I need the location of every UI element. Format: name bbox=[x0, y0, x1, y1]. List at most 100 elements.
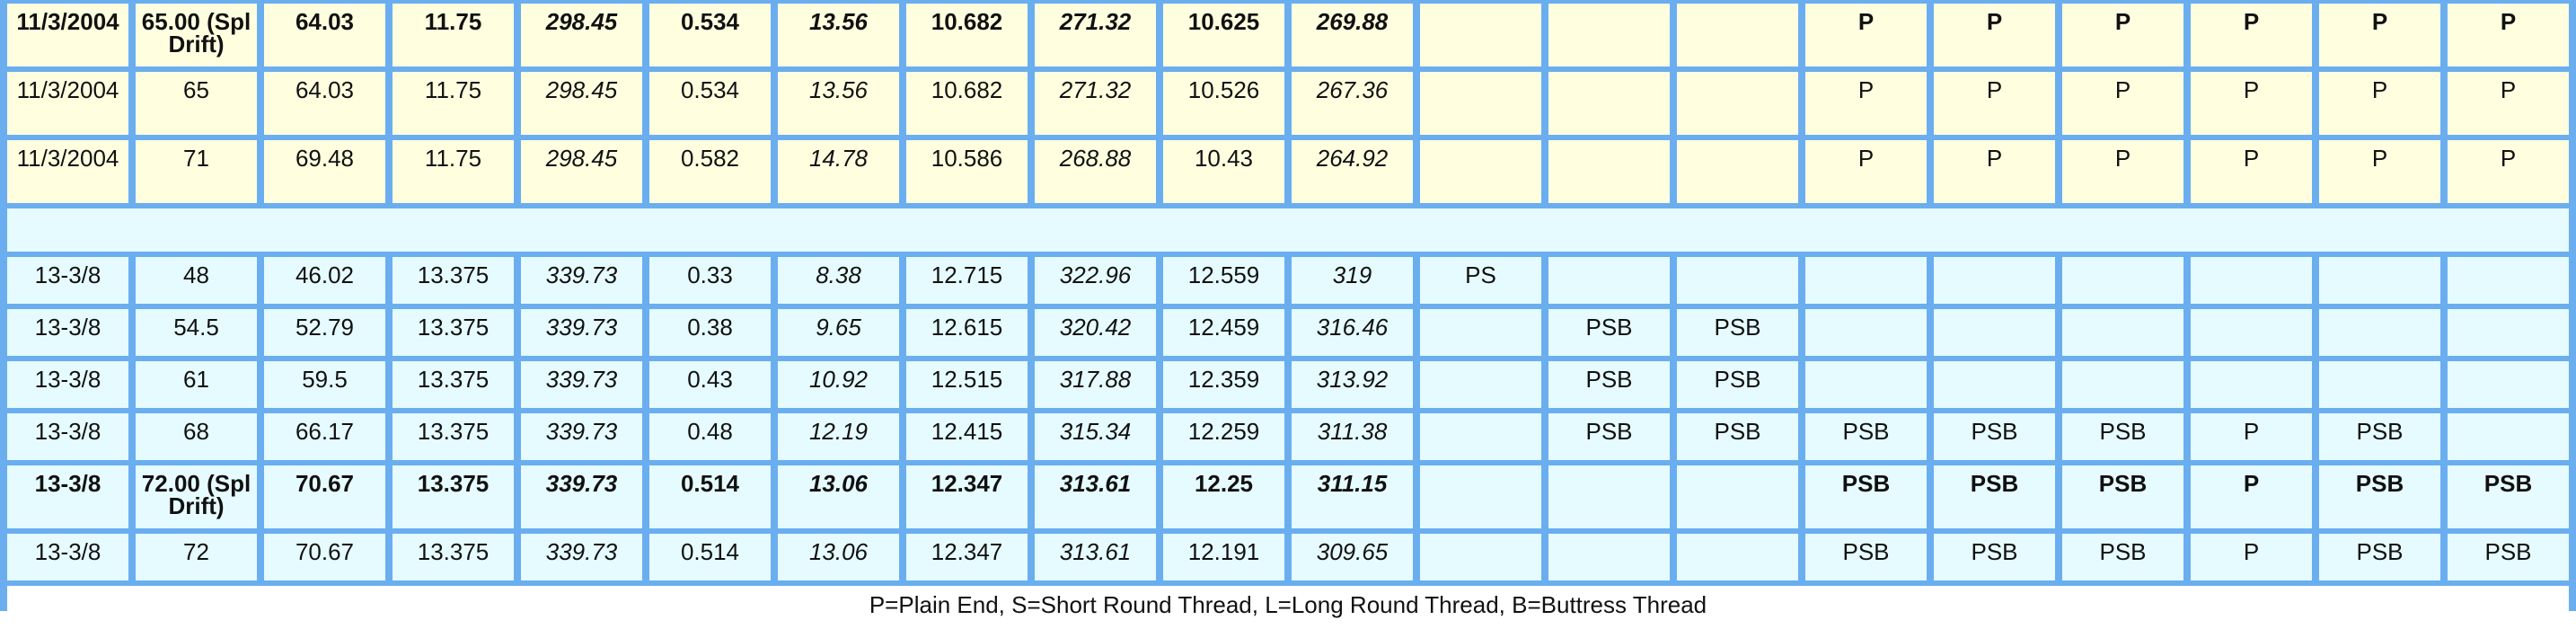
table-cell bbox=[2191, 257, 2312, 304]
spacer-row bbox=[7, 208, 2569, 252]
thread-legend-footnote: P=Plain End, S=Short Round Thread, L=Lon… bbox=[7, 586, 2569, 624]
table-cell: 13.375 bbox=[393, 361, 514, 408]
table-cell bbox=[1934, 257, 2055, 304]
table-cell: P bbox=[1934, 140, 2055, 203]
table-cell bbox=[2191, 361, 2312, 408]
table-cell bbox=[2062, 309, 2183, 356]
table-row: 11/3/2004 71 69.48 11.75 298.45 0.582 14.78 10.… bbox=[7, 140, 2569, 203]
table-cell: PSB bbox=[2319, 465, 2440, 528]
table-cell: 64.03 bbox=[264, 4, 385, 66]
table-cell: 319 bbox=[1292, 257, 1413, 304]
table-cell: P bbox=[2062, 140, 2183, 203]
table-cell: 9.65 bbox=[778, 309, 899, 356]
table-cell: 48 bbox=[136, 257, 257, 304]
table-cell: 12.347 bbox=[906, 465, 1028, 528]
table-cell: 316.46 bbox=[1292, 309, 1413, 356]
table-cell bbox=[2319, 309, 2440, 356]
table-cell: P bbox=[2448, 72, 2569, 135]
table-cell: PSB bbox=[1805, 534, 1927, 580]
table-cell: P bbox=[2191, 72, 2312, 135]
table-cell: PSB bbox=[2448, 534, 2569, 580]
table-cell bbox=[1677, 257, 1798, 304]
table-cell: 13-3/8 bbox=[7, 361, 128, 408]
table-cell: 313.61 bbox=[1035, 465, 1156, 528]
table-cell: 317.88 bbox=[1035, 361, 1156, 408]
table-cell: P bbox=[1934, 4, 2055, 66]
table-cell: 315.34 bbox=[1035, 413, 1156, 460]
table-row: 13-3/8 68 66.17 13.375 339.73 0.48 12.19 12.415… bbox=[7, 413, 2569, 460]
table-cell: P bbox=[2319, 72, 2440, 135]
table-cell bbox=[2448, 309, 2569, 356]
table-cell: 0.33 bbox=[649, 257, 771, 304]
table-cell bbox=[1805, 257, 1927, 304]
table-cell: 11/3/2004 bbox=[7, 140, 128, 203]
table-cell bbox=[1677, 465, 1798, 528]
table-cell: PSB bbox=[2062, 534, 2183, 580]
table-cell bbox=[2191, 309, 2312, 356]
table-cell bbox=[1677, 72, 1798, 135]
table-cell: 12.347 bbox=[906, 534, 1028, 580]
table-cell: 339.73 bbox=[521, 465, 642, 528]
table-cell: 11/3/2004 bbox=[7, 4, 128, 66]
table-cell: 264.92 bbox=[1292, 140, 1413, 203]
table-cell bbox=[1420, 361, 1541, 408]
table-cell: PSB bbox=[2062, 413, 2183, 460]
table-cell: 311.15 bbox=[1292, 465, 1413, 528]
table-cell bbox=[1548, 4, 1670, 66]
table-cell: 0.534 bbox=[649, 72, 771, 135]
table-cell bbox=[1548, 534, 1670, 580]
table-cell: 10.586 bbox=[906, 140, 1028, 203]
table-cell: 313.92 bbox=[1292, 361, 1413, 408]
table-cell: 61 bbox=[136, 361, 257, 408]
table-cell bbox=[1420, 4, 1541, 66]
table-cell: 0.534 bbox=[649, 4, 771, 66]
table-cell: P bbox=[2191, 465, 2312, 528]
table-cell: P bbox=[2191, 534, 2312, 580]
table-cell: PSB bbox=[1934, 413, 2055, 460]
table-cell bbox=[2448, 361, 2569, 408]
table-cell: PSB bbox=[1677, 361, 1798, 408]
table-cell bbox=[1677, 534, 1798, 580]
table-cell bbox=[1934, 361, 2055, 408]
table-cell: 64.03 bbox=[264, 72, 385, 135]
table-cell: PSB bbox=[1805, 413, 1927, 460]
table-cell bbox=[1420, 72, 1541, 135]
table-cell: 322.96 bbox=[1035, 257, 1156, 304]
table-cell: PSB bbox=[1548, 413, 1670, 460]
table-cell: 12.559 bbox=[1163, 257, 1284, 304]
table-row: 13-3/8 48 46.02 13.375 339.73 0.33 8.38 12.715 3… bbox=[7, 257, 2569, 304]
table-cell: 339.73 bbox=[521, 413, 642, 460]
table-cell: 309.65 bbox=[1292, 534, 1413, 580]
table-cell: PSB bbox=[1934, 534, 2055, 580]
table-cell: 13.375 bbox=[393, 257, 514, 304]
table-cell: 339.73 bbox=[521, 361, 642, 408]
table-cell bbox=[1548, 140, 1670, 203]
table-cell: 13-3/8 bbox=[7, 413, 128, 460]
table-cell: 11/3/2004 bbox=[7, 72, 128, 135]
table-cell: P bbox=[2319, 4, 2440, 66]
table-cell: 0.514 bbox=[649, 534, 771, 580]
table-cell: P bbox=[2062, 72, 2183, 135]
table-cell bbox=[1805, 361, 1927, 408]
table-row: 13-3/8 72 70.67 13.375 339.73 0.514 13.06 12.34… bbox=[7, 534, 2569, 580]
table-cell: 13.375 bbox=[393, 465, 514, 528]
table-row: 11/3/2004 65.00 (Spl Drift) 64.03 11.75 298.… bbox=[7, 4, 2569, 66]
table-cell: PSB bbox=[1548, 361, 1670, 408]
table-cell bbox=[1677, 140, 1798, 203]
table-cell: 12.515 bbox=[906, 361, 1028, 408]
table-cell bbox=[1548, 465, 1670, 528]
table-cell: PSB bbox=[2319, 534, 2440, 580]
table-cell bbox=[2448, 257, 2569, 304]
table-cell: 13-3/8 bbox=[7, 465, 128, 528]
table-cell: 59.5 bbox=[264, 361, 385, 408]
table-cell bbox=[1805, 309, 1927, 356]
table-cell: 10.526 bbox=[1163, 72, 1284, 135]
table-cell: 66.17 bbox=[264, 413, 385, 460]
table-cell: 339.73 bbox=[521, 309, 642, 356]
table-cell: 13.06 bbox=[778, 534, 899, 580]
footnote-row: P=Plain End, S=Short Round Thread, L=Lon… bbox=[7, 586, 2569, 624]
table-cell: 0.48 bbox=[649, 413, 771, 460]
table-cell bbox=[2062, 257, 2183, 304]
table-cell: P bbox=[2448, 140, 2569, 203]
table-cell: 11.75 bbox=[393, 72, 514, 135]
